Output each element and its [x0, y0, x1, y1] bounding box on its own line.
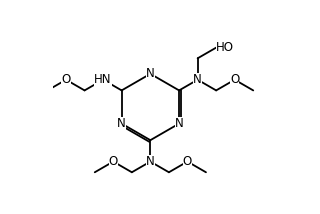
Text: O: O — [109, 155, 118, 168]
Text: N: N — [193, 73, 202, 86]
Text: O: O — [183, 155, 192, 168]
Text: HN: HN — [94, 73, 112, 86]
Text: HO: HO — [216, 41, 234, 54]
Text: N: N — [117, 117, 126, 130]
Text: N: N — [146, 155, 155, 168]
Text: O: O — [230, 73, 239, 86]
Text: O: O — [61, 73, 71, 86]
Text: N: N — [146, 67, 155, 80]
Text: N: N — [175, 117, 183, 130]
